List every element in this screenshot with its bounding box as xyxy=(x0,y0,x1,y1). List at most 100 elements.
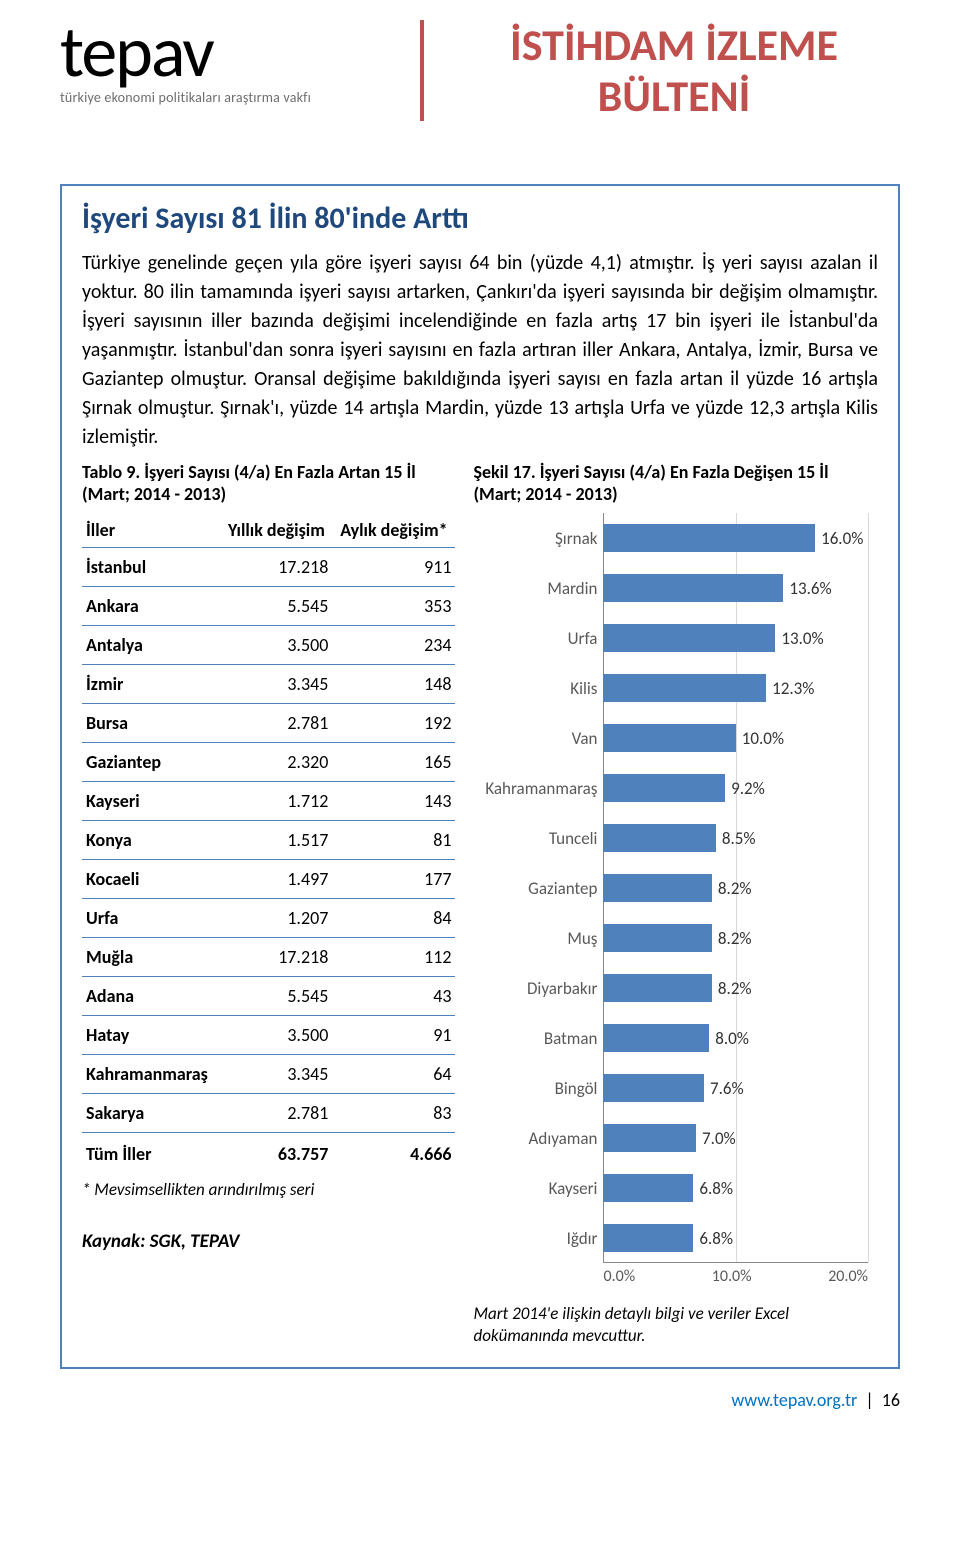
chart-row: Van10.0% xyxy=(603,718,868,758)
chart-note: Mart 2014'e ilişkin detaylı bilgi ve ver… xyxy=(473,1303,878,1347)
chart-row: Adıyaman7.0% xyxy=(603,1118,868,1158)
footer: www.tepav.org.tr | 16 xyxy=(60,1389,900,1411)
table-cell-yearly: 2.781 xyxy=(221,704,333,743)
table-cell-label: İstanbul xyxy=(82,548,221,587)
table-total-yearly: 63.757 xyxy=(221,1133,333,1174)
chart-bar xyxy=(603,574,783,602)
table-cell-monthly: 148 xyxy=(332,665,455,704)
chart-value-label: 13.0% xyxy=(781,628,823,649)
table-row: Kocaeli1.497177 xyxy=(82,860,455,899)
table-cell-monthly: 43 xyxy=(332,977,455,1016)
chart-row: Gaziantep8.2% xyxy=(603,868,868,908)
table-cell-label: Konya xyxy=(82,821,221,860)
chart-value-label: 12.3% xyxy=(772,678,814,699)
chart-value-label: 7.0% xyxy=(702,1128,736,1149)
chart-category-label: Diyarbakır xyxy=(473,978,597,999)
chart-area: Şırnak16.0%Mardin13.6%Urfa13.0%Kilis12.3… xyxy=(473,513,878,1293)
table-header-row: İller Yıllık değişim Aylık değişim* xyxy=(82,513,455,548)
table-total-label: Tüm İller xyxy=(82,1133,221,1174)
page: tepav türkiye ekonomi politikaları araşt… xyxy=(0,0,960,1431)
chart-category-label: Van xyxy=(473,728,597,749)
table-cell-label: Hatay xyxy=(82,1016,221,1055)
table-cell-monthly: 112 xyxy=(332,938,455,977)
chart-row: Batman8.0% xyxy=(603,1018,868,1058)
chart-bar xyxy=(603,874,711,902)
table-row: İzmir3.345148 xyxy=(82,665,455,704)
table-cell-monthly: 64 xyxy=(332,1055,455,1094)
table-row: Adana5.54543 xyxy=(82,977,455,1016)
chart-row: Kahramanmaraş9.2% xyxy=(603,768,868,808)
header: tepav türkiye ekonomi politikaları araşt… xyxy=(60,20,900,160)
table-cell-label: Kayseri xyxy=(82,782,221,821)
table-cell-yearly: 1.712 xyxy=(221,782,333,821)
table-row: Kahramanmaraş3.34564 xyxy=(82,1055,455,1094)
chart-row: Mardin13.6% xyxy=(603,568,868,608)
chart-value-label: 8.2% xyxy=(718,928,752,949)
chart-caption: Şekil 17. İşyeri Sayısı (4/a) En Fazla D… xyxy=(473,462,878,505)
chart-value-label: 8.2% xyxy=(718,978,752,999)
chart-category-label: Kayseri xyxy=(473,1178,597,1199)
chart-xaxis: 0.0%10.0%20.0% xyxy=(603,1267,868,1293)
chart-value-label: 8.0% xyxy=(715,1028,749,1049)
chart-xtick: 0.0% xyxy=(603,1267,635,1293)
chart-row: Şırnak16.0% xyxy=(603,518,868,558)
chart-row: Diyarbakır8.2% xyxy=(603,968,868,1008)
chart-bar xyxy=(603,1074,704,1102)
footer-sep: | xyxy=(865,1389,873,1411)
table-cell-label: Bursa xyxy=(82,704,221,743)
chart-value-label: 6.8% xyxy=(699,1228,733,1249)
table-cell-monthly: 91 xyxy=(332,1016,455,1055)
chart-gridline xyxy=(868,513,869,1262)
chart-value-label: 8.2% xyxy=(718,878,752,899)
table-column: Tablo 9. İşyeri Sayısı (4/a) En Fazla Ar… xyxy=(82,462,455,1347)
chart-row: Kilis12.3% xyxy=(603,668,868,708)
table-cell-label: Sakarya xyxy=(82,1094,221,1133)
chart-value-label: 9.2% xyxy=(731,778,765,799)
logo: tepav türkiye ekonomi politikaları araşt… xyxy=(60,20,311,106)
table-cell-yearly: 3.500 xyxy=(221,626,333,665)
chart-value-label: 10.0% xyxy=(742,728,784,749)
table-row: Konya1.51781 xyxy=(82,821,455,860)
table-cell-monthly: 911 xyxy=(332,548,455,587)
chart-value-label: 8.5% xyxy=(722,828,756,849)
table-cell-yearly: 1.207 xyxy=(221,899,333,938)
table-cell-yearly: 17.218 xyxy=(221,548,333,587)
chart-bar xyxy=(603,1174,693,1202)
two-col: Tablo 9. İşyeri Sayısı (4/a) En Fazla Ar… xyxy=(82,462,878,1347)
chart: Şırnak16.0%Mardin13.6%Urfa13.0%Kilis12.3… xyxy=(473,513,878,1293)
table-row: Urfa1.20784 xyxy=(82,899,455,938)
table-cell-monthly: 165 xyxy=(332,743,455,782)
table-cell-label: Ankara xyxy=(82,587,221,626)
table-cell-monthly: 234 xyxy=(332,626,455,665)
chart-xtick: 10.0% xyxy=(712,1267,752,1293)
table-cell-yearly: 2.320 xyxy=(221,743,333,782)
chart-category-label: Batman xyxy=(473,1028,597,1049)
chart-row: Bingöl7.6% xyxy=(603,1068,868,1108)
table-cell-monthly: 192 xyxy=(332,704,455,743)
chart-category-label: Iğdır xyxy=(473,1228,597,1249)
chart-value-label: 6.8% xyxy=(699,1178,733,1199)
header-title-line2: BÜLTENİ xyxy=(448,71,900,122)
section-box: İşyeri Sayısı 81 İlin 80'inde Arttı Türk… xyxy=(60,184,900,1369)
table-row: Hatay3.50091 xyxy=(82,1016,455,1055)
table-cell-monthly: 81 xyxy=(332,821,455,860)
table-row: Antalya3.500234 xyxy=(82,626,455,665)
chart-row: Urfa13.0% xyxy=(603,618,868,658)
chart-category-label: Urfa xyxy=(473,628,597,649)
table-row: Sakarya2.78183 xyxy=(82,1094,455,1133)
table-cell-label: Urfa xyxy=(82,899,221,938)
table-row: Gaziantep2.320165 xyxy=(82,743,455,782)
table-cell-monthly: 84 xyxy=(332,899,455,938)
chart-row: Kayseri6.8% xyxy=(603,1168,868,1208)
table-cell-yearly: 3.500 xyxy=(221,1016,333,1055)
chart-category-label: Bingöl xyxy=(473,1078,597,1099)
table-cell-yearly: 1.497 xyxy=(221,860,333,899)
table-cell-yearly: 3.345 xyxy=(221,1055,333,1094)
table-footnote: * Mevsimsellikten arındırılmış seri xyxy=(82,1179,455,1200)
chart-bar xyxy=(603,824,715,852)
table-cell-monthly: 143 xyxy=(332,782,455,821)
chart-row: Muş8.2% xyxy=(603,918,868,958)
footer-link[interactable]: www.tepav.org.tr xyxy=(731,1389,857,1411)
footer-page: 16 xyxy=(882,1389,900,1411)
table-cell-label: Muğla xyxy=(82,938,221,977)
